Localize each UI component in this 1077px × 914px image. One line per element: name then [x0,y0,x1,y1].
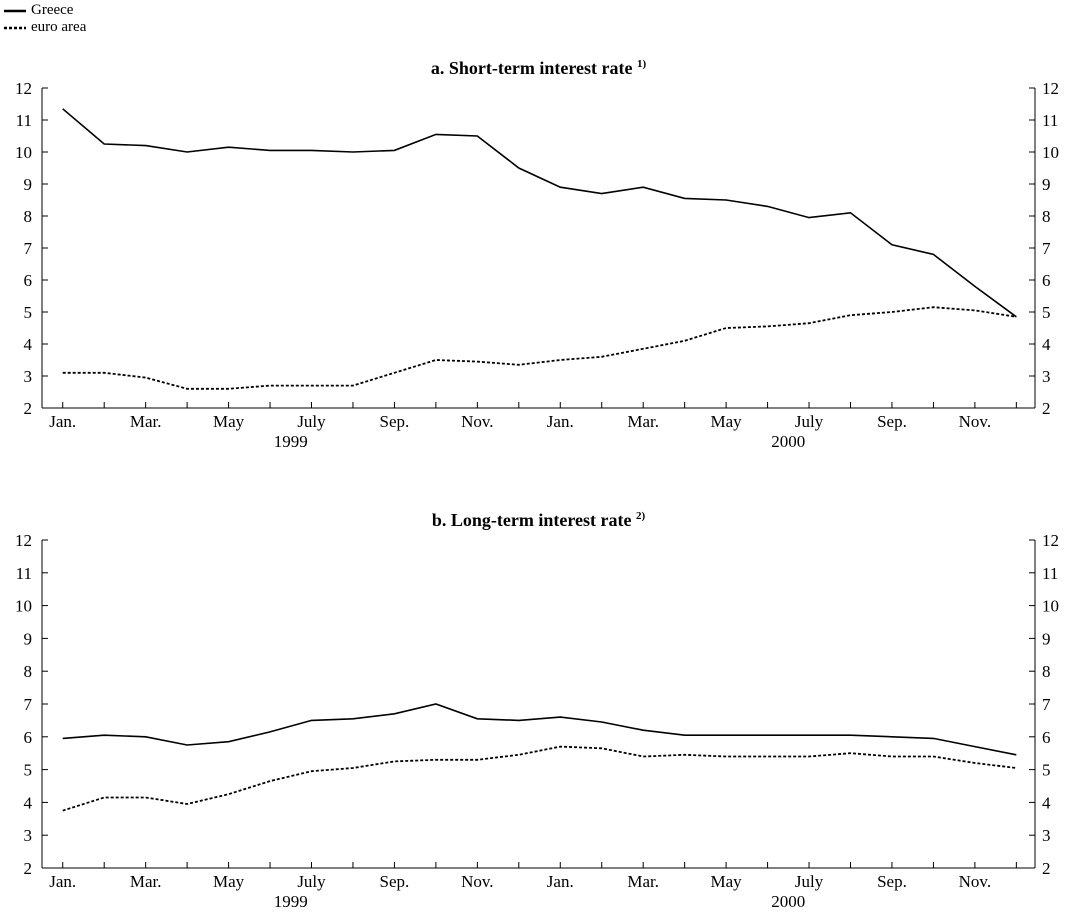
x-tick-label: Nov. [959,412,991,431]
x-tick-label: Nov. [461,412,493,431]
legend-item-greece: Greece [4,2,86,19]
year-label: 2000 [771,432,805,451]
y-tick-label-right: 10 [1042,143,1059,162]
y-tick-label-left: 4 [24,335,33,354]
x-tick-label: Sep. [877,412,907,431]
y-tick-label-left: 7 [24,239,33,258]
y-tick-label-left: 11 [16,111,32,130]
y-tick-label-left: 8 [24,662,33,681]
year-label: 1999 [274,432,308,451]
y-tick-label-right: 2 [1042,859,1051,878]
chart-footnote-marker: 2) [636,510,646,522]
y-tick-label-right: 11 [1042,111,1058,130]
y-tick-label-left: 10 [15,143,32,162]
y-tick-label-right: 8 [1042,662,1051,681]
x-tick-label: Mar. [130,872,162,891]
legend: Greece euro area [4,2,86,36]
y-tick-label-left: 7 [24,695,33,714]
y-tick-label-left: 3 [24,826,33,845]
chart-title-text: a. Short-term interest rate [431,58,637,78]
y-tick-label-left: 9 [24,629,33,648]
x-tick-label: Sep. [380,872,410,891]
y-tick-label-right: 7 [1042,695,1051,714]
chart-title: a. Short-term interest rate 1) [431,58,647,78]
y-tick-label-left: 12 [15,531,32,550]
y-tick-label-left: 10 [15,597,32,616]
y-tick-label-right: 10 [1042,597,1059,616]
y-tick-label-right: 9 [1042,175,1051,194]
legend-item-euro-area: euro area [4,19,86,36]
legend-label: euro area [31,19,87,35]
x-tick-label: Jan. [49,412,76,431]
y-tick-label-right: 3 [1042,826,1051,845]
y-tick-label-left: 4 [24,793,33,812]
x-tick-label: Sep. [877,872,907,891]
x-tick-label: May [213,872,245,891]
x-tick-label: July [795,872,824,891]
chart-long-term: b. Long-term interest rate 2) 2 2 3 3 4 4 5 5 6 6 7… [15,510,1059,911]
x-tick-label: Nov. [959,872,991,891]
x-tick-label: July [297,412,326,431]
chart-footnote-marker: 1) [637,58,647,70]
x-tick-label: July [297,872,326,891]
series-line-euro-area [62,306,1017,390]
x-tick-label: Sep. [380,412,410,431]
x-tick-label: Nov. [461,872,493,891]
y-tick-label-right: 4 [1042,793,1051,812]
x-tick-label: May [711,412,743,431]
y-tick-label-left: 8 [24,207,33,226]
y-tick-label-left: 9 [24,175,33,194]
series-line-euro-area [62,745,1017,812]
y-tick-label-right: 4 [1042,335,1051,354]
y-tick-label-left: 6 [24,728,33,747]
y-tick-label-left: 5 [24,761,33,780]
x-tick-label: May [711,872,743,891]
dotted-line-icon [4,26,26,29]
y-tick-label-right: 12 [1042,79,1059,98]
x-tick-label: Jan. [547,872,574,891]
y-tick-label-left: 12 [15,79,32,98]
year-label: 2000 [771,892,805,911]
y-tick-label-right: 2 [1042,399,1051,418]
series-line-greece [62,108,1017,318]
x-tick-label: July [795,412,824,431]
series-line-greece [62,703,1017,756]
x-tick-label: Mar. [627,872,659,891]
y-tick-label-left: 2 [24,399,33,418]
y-tick-label-right: 7 [1042,239,1051,258]
legend-label: Greece [31,2,74,18]
x-tick-label: Mar. [627,412,659,431]
y-tick-label-right: 9 [1042,629,1051,648]
y-tick-label-left: 11 [16,564,32,583]
y-tick-label-left: 3 [24,367,33,386]
y-tick-label-right: 6 [1042,271,1051,290]
y-tick-label-right: 6 [1042,728,1051,747]
chart-short-term: a. Short-term interest rate 1) 2 2 3 3 4 4 5 5 6 6… [15,58,1059,451]
chart-title: b. Long-term interest rate 2) [432,510,646,530]
y-tick-label-right: 12 [1042,531,1059,550]
y-tick-label-left: 2 [24,859,33,878]
x-tick-label: Jan. [49,872,76,891]
y-tick-label-right: 11 [1042,564,1058,583]
y-tick-label-right: 5 [1042,303,1051,322]
y-tick-label-right: 3 [1042,367,1051,386]
y-tick-label-left: 5 [24,303,33,322]
x-tick-label: Jan. [547,412,574,431]
y-tick-label-right: 8 [1042,207,1051,226]
y-tick-label-right: 5 [1042,761,1051,780]
year-label: 1999 [274,892,308,911]
x-tick-label: Mar. [130,412,162,431]
y-tick-label-left: 6 [24,271,33,290]
x-tick-label: May [213,412,245,431]
solid-line-icon [4,9,26,12]
chart-title-text: b. Long-term interest rate [432,510,636,530]
